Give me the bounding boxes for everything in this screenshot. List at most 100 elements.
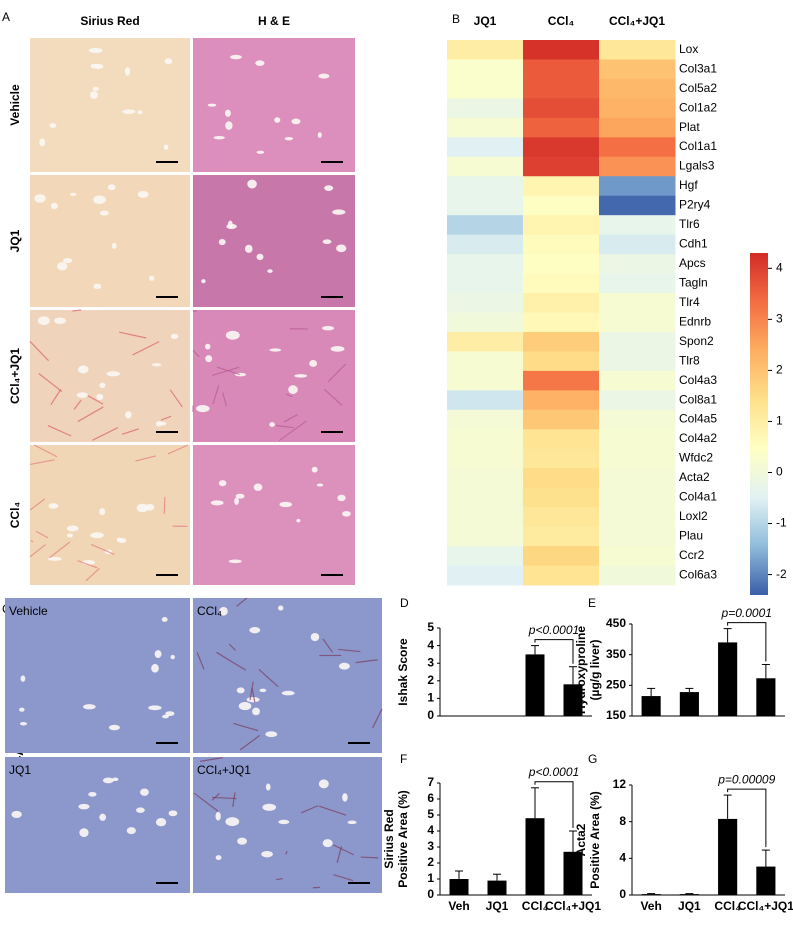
significance-bracket (534, 639, 574, 664)
vessel (342, 510, 351, 517)
vessel (66, 525, 79, 532)
vessel (318, 73, 330, 79)
row-label: Ccr2 (679, 548, 705, 562)
x-tick-label: CCl₄ (714, 899, 741, 913)
fiber (278, 420, 307, 442)
heatmap-cell (523, 195, 600, 216)
heatmap-cell (447, 429, 524, 450)
heatmap-cell (523, 293, 600, 313)
vessel (88, 791, 97, 797)
row-label: Apcs (679, 256, 706, 270)
y-tick-label: 0 (619, 887, 626, 901)
vessel (83, 704, 96, 710)
micrograph (193, 757, 382, 893)
y-axis-label: Hydroxyproline (574, 626, 588, 714)
fiber (169, 389, 183, 408)
y-tick-label: 1 (427, 691, 434, 705)
micrograph (30, 445, 190, 585)
vessel (48, 556, 62, 561)
vessel (106, 371, 121, 377)
vessel (269, 422, 275, 427)
vessel (342, 793, 348, 802)
vessel (54, 317, 66, 324)
y-tick-label: 150 (606, 708, 626, 722)
vessel (230, 54, 242, 60)
vessel (93, 195, 106, 205)
vessel (253, 483, 263, 491)
vessel (215, 855, 222, 861)
heatmap-cell (523, 370, 600, 391)
heatmap-cell (599, 351, 676, 372)
fiber (327, 363, 347, 383)
vessel (225, 330, 240, 340)
heatmap-cell (523, 448, 600, 469)
fiber (216, 651, 247, 671)
y-axis-label: Sirius Red (382, 809, 396, 868)
vessel (37, 316, 50, 326)
heatmap-cell (523, 176, 600, 197)
vessel (205, 355, 213, 363)
vessel (255, 60, 265, 66)
x-tick-label: Veh (640, 899, 661, 913)
vessel (318, 779, 329, 789)
vessel (210, 500, 224, 506)
row-label: Col4a1 (679, 490, 717, 504)
heatmap-cell (523, 254, 600, 275)
vessel (249, 626, 261, 634)
heatmap-cell (447, 78, 524, 99)
heatmap-cell (447, 565, 524, 586)
heatmap-cell (599, 59, 676, 80)
vessel (148, 705, 162, 711)
y-tick-label: 4 (619, 851, 626, 865)
heatmap-cell (447, 312, 524, 333)
fiber (77, 560, 98, 569)
heatmap-cell (447, 507, 524, 528)
vessel (310, 632, 320, 642)
annotation: p=0.00009 (717, 772, 775, 786)
fiber (285, 851, 288, 855)
row-label: Tlr4 (679, 295, 700, 309)
vessel (311, 466, 318, 473)
vessel (164, 58, 173, 65)
bar (718, 642, 738, 716)
heatmap-cell (447, 487, 524, 508)
fiber (30, 539, 34, 543)
fiber (72, 309, 82, 312)
vessel (122, 109, 136, 114)
fiber (333, 874, 354, 882)
heatmap-cell (447, 98, 524, 119)
row-label: Col4a3 (679, 373, 717, 387)
fiber (233, 722, 259, 732)
fiber (47, 425, 72, 437)
vessel (162, 714, 169, 719)
fiber (322, 638, 334, 653)
fiber (355, 659, 378, 664)
fiber (50, 389, 62, 406)
heatmap-cell (447, 293, 524, 313)
fiber (49, 541, 71, 559)
y-tick-label: 2 (427, 673, 434, 687)
fiber (216, 366, 240, 376)
heatmap-cell (523, 331, 600, 352)
column-header: CCl₄+JQ1 (609, 14, 665, 28)
vessel (149, 275, 155, 281)
vessel (324, 185, 334, 192)
fiber (121, 428, 140, 435)
vessel (20, 675, 26, 682)
y-tick-label: 350 (606, 647, 626, 661)
panel-label: A (2, 10, 10, 24)
vessel (92, 86, 99, 91)
fiber (85, 567, 100, 582)
vessel (225, 817, 240, 827)
colorbar-tick-label: 0 (776, 465, 783, 479)
heatmap-cell (523, 40, 600, 60)
vessel (309, 360, 318, 367)
fiber (29, 544, 46, 558)
micrograph (193, 445, 355, 585)
column-header: H & E (258, 14, 290, 28)
fiber (35, 530, 49, 539)
annotation: p<0.0001 (528, 765, 579, 779)
vessel (337, 494, 346, 502)
fiber (212, 366, 240, 377)
